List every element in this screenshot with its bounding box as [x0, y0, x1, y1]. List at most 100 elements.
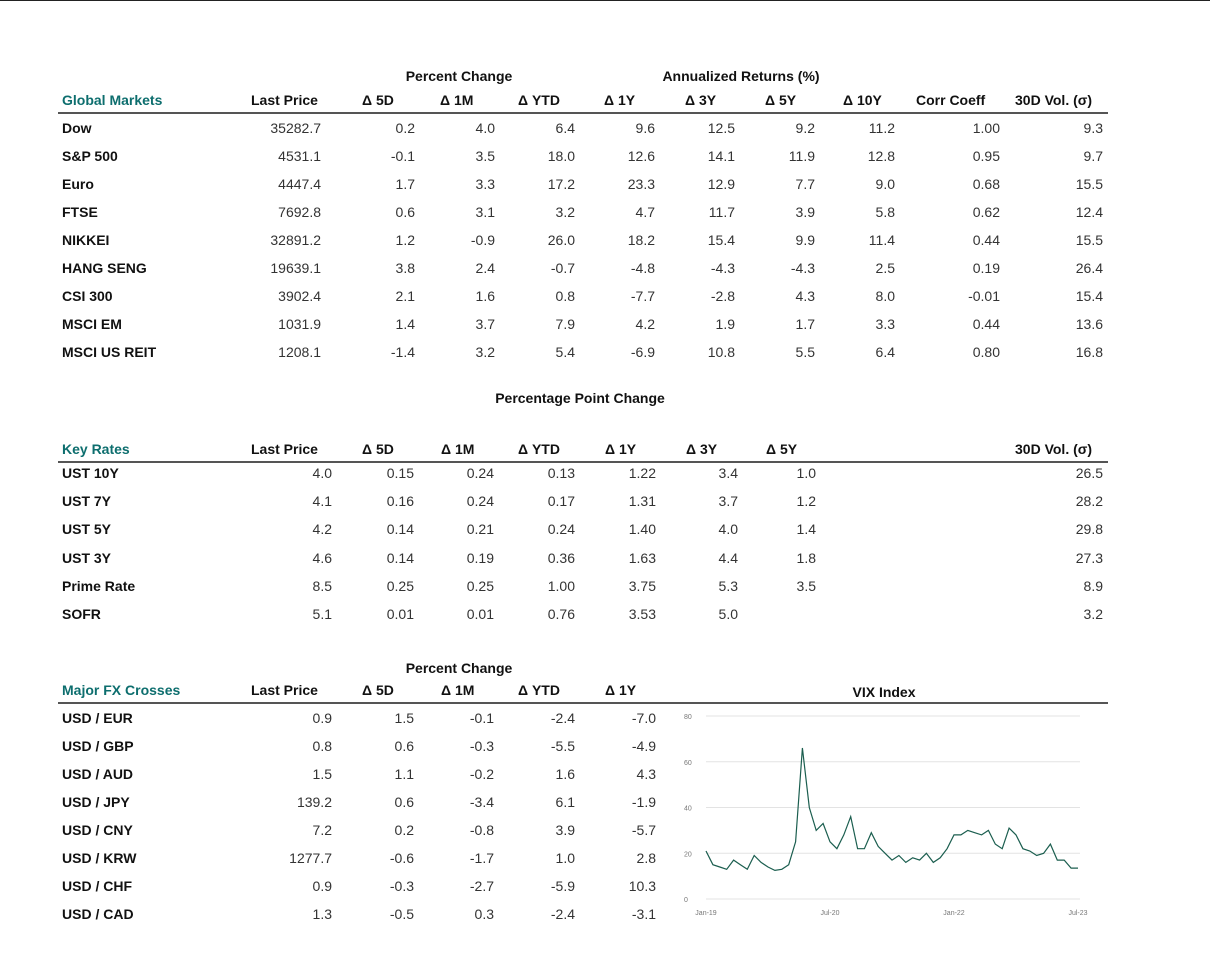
cell-value: 0.24 [466, 465, 494, 481]
cell-value: 0.6 [394, 738, 414, 754]
cell-value: -0.7 [550, 260, 575, 276]
row-label: Dow [62, 120, 92, 136]
column-header: 30D Vol. (σ) [1015, 92, 1092, 108]
cell-value: 6.4 [875, 344, 895, 360]
cell-value: 12.9 [707, 176, 735, 192]
cell-value: -3.4 [469, 794, 494, 810]
cell-value: 15.4 [707, 232, 735, 248]
cell-value: -0.6 [389, 850, 414, 866]
cell-value: 0.6 [394, 794, 414, 810]
cell-value: 4.3 [795, 288, 815, 304]
cell-value: 26.0 [547, 232, 575, 248]
cell-value: 9.2 [795, 120, 815, 136]
cell-value: 1.31 [628, 493, 656, 510]
cell-value: 0.17 [547, 493, 575, 510]
cell-value: -0.5 [389, 906, 414, 922]
cell-value: 1031.9 [278, 316, 321, 332]
cell-value: 23.3 [627, 176, 655, 192]
row-label: USD / CAD [62, 906, 134, 922]
cell-value: 1277.7 [289, 850, 332, 866]
y-tick-label: 80 [684, 714, 692, 721]
cell-value: 14.1 [707, 148, 735, 164]
y-tick-label: 60 [684, 760, 692, 767]
cell-value: 0.19 [466, 549, 494, 566]
cell-value: 0.24 [547, 521, 575, 538]
section-title: Major FX Crosses [62, 682, 181, 698]
cell-value: 4.0 [475, 120, 495, 136]
cell-value: 15.4 [1075, 288, 1103, 304]
cell-value: 32891.2 [270, 232, 321, 248]
cell-value: 26.4 [1075, 260, 1103, 276]
cell-value: -4.3 [790, 260, 815, 276]
cell-value: 10.3 [628, 878, 656, 894]
cell-value: -2.4 [550, 710, 575, 726]
cell-value: 4.7 [635, 204, 655, 220]
cell-value: -7.0 [631, 710, 656, 726]
cell-value: 5.3 [718, 577, 738, 594]
cell-value: 0.9 [312, 878, 332, 894]
cell-value: 4531.1 [278, 148, 321, 164]
cell-value: -6.9 [630, 344, 655, 360]
cell-value: -1.9 [631, 794, 656, 810]
cell-value: 1.6 [475, 288, 495, 304]
cell-value: 1.5 [394, 710, 414, 726]
cell-value: -1.4 [390, 344, 415, 360]
y-tick-label: 20 [684, 851, 692, 858]
chart-title: VIX Index [852, 684, 915, 700]
y-tick-label: 40 [684, 806, 692, 813]
cell-value: 8.0 [875, 288, 895, 304]
cell-value: 1.9 [715, 316, 735, 332]
row-label: S&P 500 [62, 148, 118, 164]
cell-value: 0.25 [466, 577, 494, 594]
cell-value: 5.8 [875, 204, 895, 220]
row-label: USD / JPY [62, 794, 130, 810]
x-tick-label: Jan-22 [943, 910, 965, 917]
cell-value: -0.9 [470, 232, 495, 248]
row-label: NIKKEI [62, 232, 110, 248]
column-header: Corr Coeff [916, 92, 986, 108]
row-label: UST 10Y [62, 465, 119, 481]
cell-value: -0.3 [389, 878, 414, 894]
cell-value: 9.6 [635, 120, 655, 136]
cell-value: 3.4 [718, 465, 738, 481]
group-header: Percentage Point Change [495, 390, 665, 406]
cell-value: 3.7 [475, 316, 495, 332]
cell-value: 1.5 [312, 766, 332, 782]
column-header: Δ 1M [440, 92, 474, 108]
cell-value: 1208.1 [278, 344, 321, 360]
row-label: HANG SENG [62, 260, 147, 276]
cell-value: 0.8 [312, 738, 332, 754]
cell-value: 3.3 [875, 316, 895, 332]
cell-value: 4.2 [635, 316, 655, 332]
column-header: Δ 3Y [686, 441, 718, 457]
cell-value: 1.2 [395, 232, 415, 248]
cell-value: 11.7 [708, 204, 735, 220]
cell-value: 1.4 [395, 316, 415, 332]
column-header: Δ 1Y [604, 92, 636, 108]
cell-value: -3.1 [631, 906, 656, 922]
cell-value: -2.7 [469, 878, 494, 894]
row-label: Prime Rate [62, 577, 136, 594]
cell-value: 6.4 [555, 120, 575, 136]
cell-value: 17.2 [547, 176, 575, 192]
column-header: Last Price [251, 682, 318, 698]
cell-value: 3902.4 [278, 288, 321, 304]
section-title: Key Rates [62, 441, 130, 457]
cell-value: 3.7 [718, 493, 738, 510]
x-tick-label: Jul-23 [1068, 910, 1087, 917]
row-label: USD / GBP [62, 738, 134, 754]
cell-value: 15.5 [1075, 232, 1103, 248]
group-header: Percent Change [405, 68, 513, 84]
cell-value: 35282.7 [270, 120, 321, 136]
cell-value: 28.2 [1075, 493, 1103, 510]
row-label: FTSE [62, 204, 98, 220]
cell-value: 18.0 [547, 148, 575, 164]
cell-value: -5.7 [631, 822, 656, 838]
cell-value: 1.22 [628, 465, 656, 481]
cell-value: 4.0 [312, 465, 332, 481]
cell-value: -0.3 [469, 738, 494, 754]
cell-value: 0.44 [972, 316, 1000, 332]
column-header: Δ YTD [518, 441, 560, 457]
column-header: Δ 1Y [605, 682, 637, 698]
cell-value: 3.9 [795, 204, 815, 220]
